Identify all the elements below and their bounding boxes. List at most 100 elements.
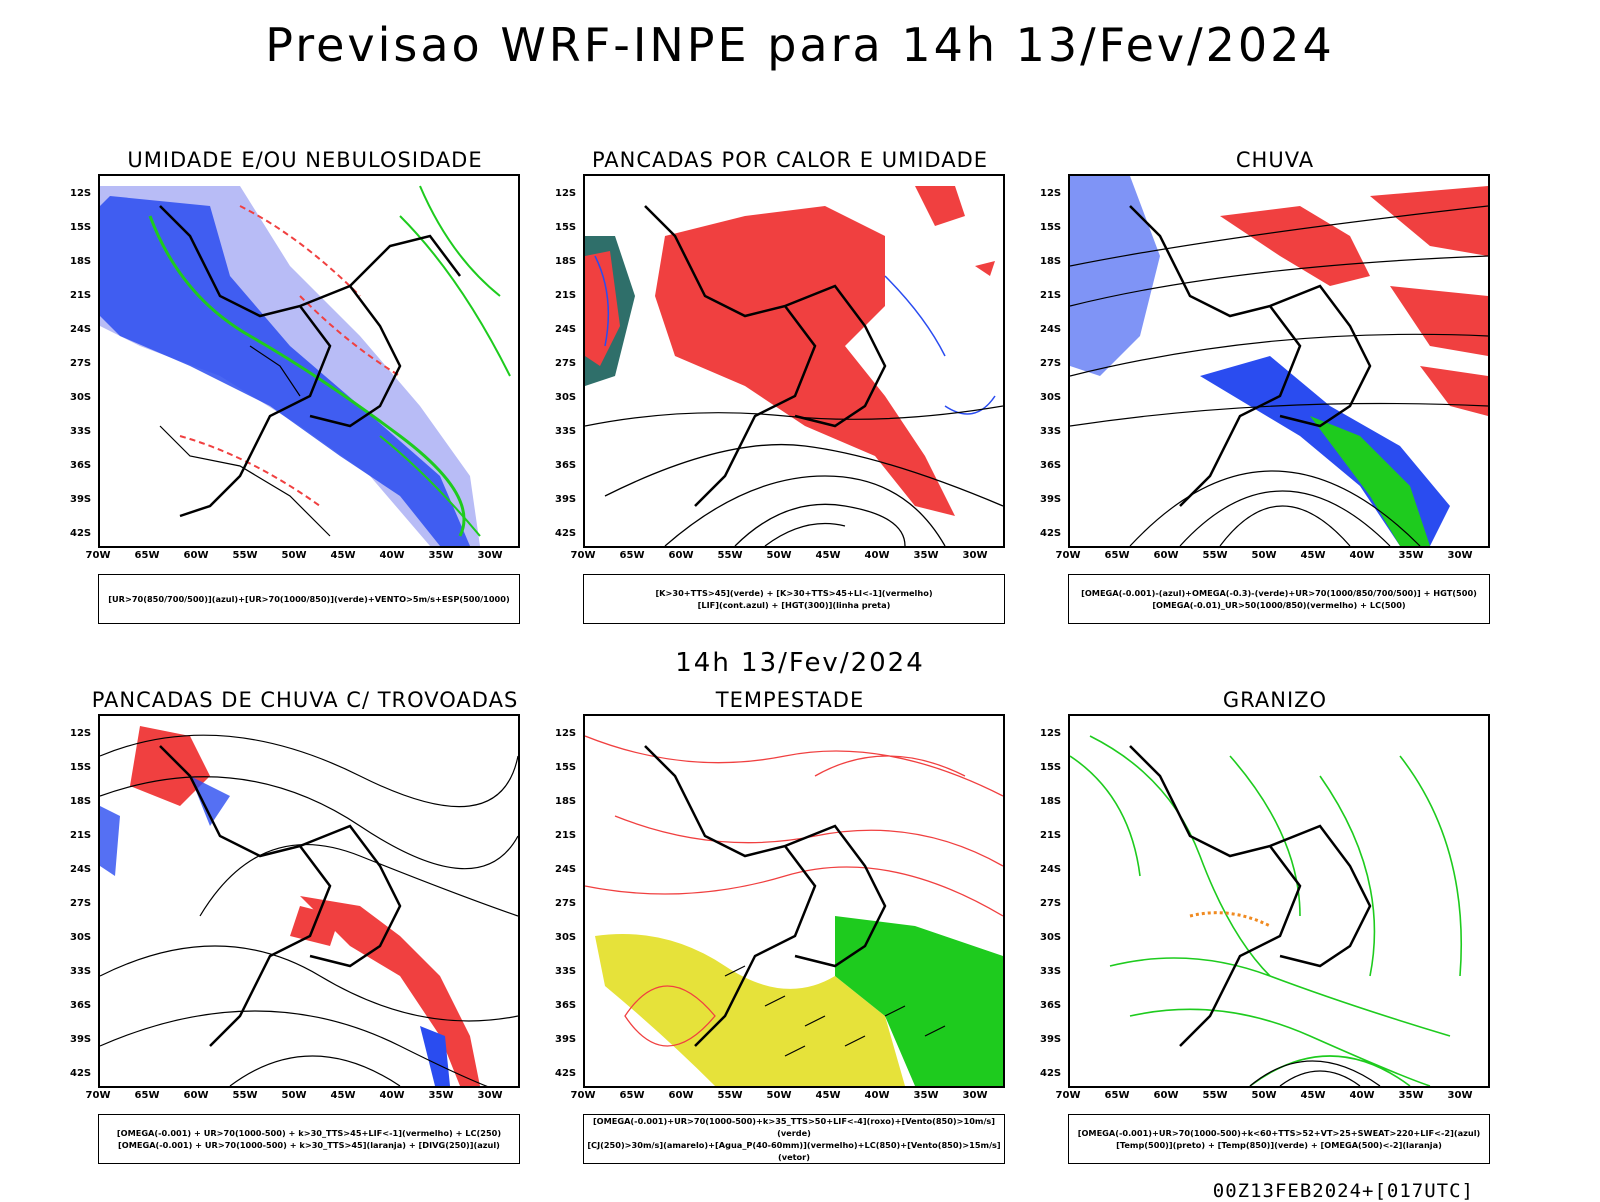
latitude-label: 24S	[555, 324, 577, 335]
panel-storm: TEMPESTADE [OMEGA(-0.001)+UR>70(1000-500…	[555, 688, 1025, 1188]
panel-rain: CHUVA [OMEGA(-0.001)-(azul)+OMEGA(-0.3)-…	[1040, 148, 1510, 648]
latitude-label: 24S	[555, 864, 577, 875]
latitude-label: 18S	[1040, 256, 1062, 267]
latitude-label: 15S	[1040, 762, 1062, 773]
longitude-label: 65W	[1104, 1090, 1130, 1101]
latitude-label: 33S	[70, 966, 92, 977]
latitude-label: 15S	[70, 762, 92, 773]
latitude-label: 15S	[555, 222, 577, 233]
latitude-label: 39S	[1040, 1034, 1062, 1045]
longitude-label: 65W	[619, 1090, 645, 1101]
longitude-label: 50W	[1251, 1090, 1277, 1101]
longitude-label: 30W	[1447, 1090, 1473, 1101]
longitude-label: 35W	[428, 550, 454, 561]
latitude-label: 33S	[555, 426, 577, 437]
latitude-label: 27S	[1040, 898, 1062, 909]
latitude-label: 15S	[70, 222, 92, 233]
latitude-label: 12S	[555, 188, 577, 199]
latitude-label: 27S	[555, 898, 577, 909]
map-thunder-showers	[98, 714, 520, 1088]
latitude-label: 36S	[1040, 460, 1062, 471]
latitude-label: 39S	[70, 1034, 92, 1045]
latitude-label: 24S	[70, 324, 92, 335]
latitude-label: 21S	[70, 290, 92, 301]
longitude-label: 40W	[379, 550, 405, 561]
longitude-label: 45W	[330, 1090, 356, 1101]
panel-legend: [UR>70(850/700/500)](azul)+[UR>70(1000/8…	[98, 574, 520, 624]
latitude-label: 18S	[555, 796, 577, 807]
latitude-label: 27S	[70, 898, 92, 909]
latitude-label: 18S	[70, 256, 92, 267]
panel-title: UMIDADE E/OU NEBULOSIDADE	[127, 148, 483, 172]
latitude-label: 42S	[70, 528, 92, 539]
longitude-label: 55W	[232, 1090, 258, 1101]
longitude-label: 70W	[1055, 550, 1081, 561]
longitude-label: 45W	[815, 550, 841, 561]
panel-legend: [K>30+TTS>45](verde) + [K>30+TTS>45+LI<-…	[583, 574, 1005, 624]
legend-line: [CJ(250)>30m/s](amarelo)+[Agua_P(40-60mm…	[587, 1140, 1001, 1162]
latitude-label: 33S	[1040, 426, 1062, 437]
longitude-label: 60W	[668, 550, 694, 561]
latitude-label: 36S	[70, 460, 92, 471]
latitude-label: 39S	[70, 494, 92, 505]
latitude-label: 36S	[1040, 1000, 1062, 1011]
longitude-label: 60W	[1153, 550, 1179, 561]
longitude-label: 45W	[330, 550, 356, 561]
longitude-label: 50W	[281, 550, 307, 561]
latitude-label: 12S	[70, 188, 92, 199]
longitude-label: 60W	[183, 1090, 209, 1101]
longitude-label: 55W	[1202, 550, 1228, 561]
legend-line: [OMEGA(-0.001)+UR>70(1000-500)+k>35_TTS>…	[592, 1116, 996, 1138]
panel-title: PANCADAS DE CHUVA C/ TROVOADAS	[91, 688, 519, 712]
latitude-label: 42S	[1040, 528, 1062, 539]
longitude-label: 60W	[668, 1090, 694, 1101]
latitude-label: 12S	[555, 728, 577, 739]
panel-title: GRANIZO	[1222, 688, 1328, 712]
main-title: Previsao WRF-INPE para 14h 13/Fev/2024	[265, 18, 1335, 72]
latitude-label: 33S	[555, 966, 577, 977]
latitude-label: 27S	[555, 358, 577, 369]
longitude-label: 40W	[864, 550, 890, 561]
latitude-label: 24S	[1040, 324, 1062, 335]
longitude-label: 40W	[1349, 1090, 1375, 1101]
panel-thunder-showers: PANCADAS DE CHUVA C/ TROVOADAS [OMEGA(-0…	[70, 688, 540, 1188]
latitude-label: 15S	[555, 762, 577, 773]
longitude-label: 35W	[1398, 1090, 1424, 1101]
longitude-label: 40W	[379, 1090, 405, 1101]
longitude-label: 45W	[1300, 550, 1326, 561]
latitude-label: 33S	[70, 426, 92, 437]
longitude-label: 30W	[1447, 550, 1473, 561]
panel-legend: [OMEGA(-0.001) + UR>70(1000-500) + k>30_…	[98, 1114, 520, 1164]
latitude-label: 42S	[555, 528, 577, 539]
latitude-label: 30S	[70, 932, 92, 943]
latitude-label: 30S	[555, 932, 577, 943]
legend-line: [OMEGA(-0.001) + UR>70(1000-500) + k>30_…	[116, 1128, 502, 1138]
longitude-label: 30W	[962, 1090, 988, 1101]
latitude-label: 36S	[70, 1000, 92, 1011]
longitude-label: 30W	[477, 1090, 503, 1101]
latitude-label: 39S	[555, 1034, 577, 1045]
longitude-label: 65W	[619, 550, 645, 561]
panel-heat-showers: PANCADAS POR CALOR E UMIDADE [K>30+TTS>4…	[555, 148, 1025, 648]
latitude-label: 12S	[1040, 728, 1062, 739]
map-storm	[583, 714, 1005, 1088]
latitude-label: 21S	[70, 830, 92, 841]
legend-line: [LIF](cont.azul) + [HGT(300)](linha pret…	[697, 600, 891, 610]
latitude-label: 42S	[555, 1068, 577, 1079]
longitude-label: 30W	[962, 550, 988, 561]
panel-legend: [OMEGA(-0.001)-(azul)+OMEGA(-0.3)-(verde…	[1068, 574, 1490, 624]
latitude-label: 15S	[1040, 222, 1062, 233]
longitude-label: 50W	[281, 1090, 307, 1101]
longitude-label: 60W	[1153, 1090, 1179, 1101]
latitude-label: 42S	[70, 1068, 92, 1079]
latitude-label: 30S	[70, 392, 92, 403]
latitude-label: 18S	[70, 796, 92, 807]
latitude-label: 21S	[1040, 830, 1062, 841]
legend-line: [OMEGA(-0.001) + UR>70(1000-500) + k>30_…	[118, 1140, 500, 1150]
panel-title: PANCADAS POR CALOR E UMIDADE	[591, 148, 989, 172]
longitude-label: 55W	[717, 1090, 743, 1101]
latitude-label: 27S	[1040, 358, 1062, 369]
longitude-label: 65W	[134, 1090, 160, 1101]
latitude-label: 39S	[555, 494, 577, 505]
longitude-label: 35W	[913, 550, 939, 561]
